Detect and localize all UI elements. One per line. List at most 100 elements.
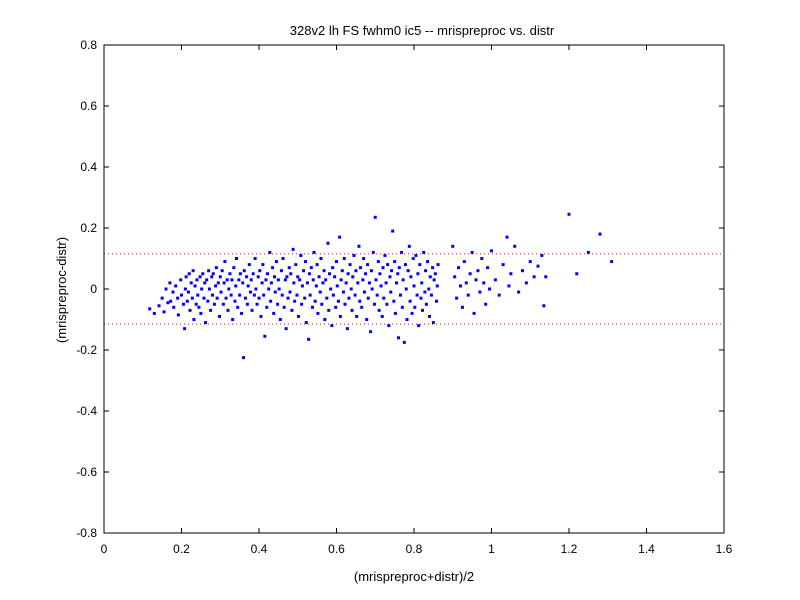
data-point	[379, 284, 383, 288]
data-point	[206, 299, 210, 303]
data-point	[201, 272, 205, 276]
data-point	[288, 290, 292, 294]
data-point	[194, 302, 198, 306]
data-point	[233, 299, 237, 303]
data-point	[480, 257, 484, 260]
data-point	[192, 318, 196, 321]
data-point	[419, 296, 423, 300]
x-axis-title: (mrispreproc+distr)/2	[354, 569, 474, 584]
data-point	[567, 212, 571, 216]
data-point	[299, 253, 303, 257]
data-point	[334, 305, 338, 309]
data-point	[417, 324, 421, 328]
data-point	[357, 244, 361, 248]
data-point	[222, 281, 226, 285]
data-point	[309, 266, 313, 270]
data-point	[542, 304, 546, 308]
data-point	[389, 290, 393, 294]
data-point	[229, 293, 233, 297]
data-point	[242, 269, 246, 273]
data-point	[490, 249, 493, 253]
data-point	[214, 284, 218, 288]
data-point	[203, 281, 207, 285]
data-point	[308, 293, 312, 297]
data-point	[366, 263, 369, 267]
data-point	[412, 284, 416, 288]
data-point	[369, 330, 373, 334]
data-point	[259, 314, 263, 318]
data-point	[375, 293, 379, 297]
data-point	[260, 281, 264, 285]
data-point	[263, 334, 267, 338]
data-point	[428, 314, 431, 318]
data-point	[258, 269, 262, 273]
data-point	[360, 305, 364, 309]
data-point	[386, 263, 390, 267]
y-tick-label: -0.8	[76, 526, 97, 540]
data-point	[392, 299, 396, 303]
data-point	[271, 266, 275, 270]
data-point	[321, 281, 325, 285]
data-point	[333, 275, 337, 279]
data-point	[586, 250, 590, 254]
data-point	[269, 281, 273, 285]
data-point	[466, 293, 470, 297]
data-point	[280, 293, 284, 297]
data-point	[246, 284, 250, 288]
x-tick-label: 1	[488, 542, 495, 556]
data-point	[327, 308, 331, 312]
data-point	[289, 272, 293, 276]
data-point	[331, 293, 335, 297]
data-point	[462, 260, 466, 264]
data-point	[285, 275, 289, 279]
data-point	[373, 215, 377, 219]
data-point	[427, 287, 431, 291]
data-point	[362, 290, 366, 294]
data-point	[253, 257, 257, 260]
data-point	[422, 250, 426, 254]
data-point	[331, 266, 335, 270]
data-point	[210, 275, 214, 279]
data-point	[391, 229, 395, 233]
data-point	[298, 278, 302, 282]
data-point	[284, 327, 288, 331]
data-point	[385, 302, 389, 306]
data-point	[326, 241, 330, 245]
data-point	[251, 272, 255, 276]
data-point	[376, 260, 380, 264]
data-point	[423, 290, 427, 294]
data-point	[474, 278, 478, 282]
data-point	[302, 269, 306, 273]
data-point	[393, 260, 397, 264]
data-point	[343, 302, 347, 306]
data-point	[186, 290, 190, 294]
data-point	[482, 281, 486, 285]
data-point	[390, 269, 394, 273]
x-tick-label: 0.2	[173, 542, 190, 556]
data-point	[207, 287, 211, 291]
data-point	[484, 302, 488, 306]
data-point	[478, 290, 482, 294]
data-point	[370, 287, 374, 291]
data-point	[486, 266, 490, 270]
data-point	[457, 266, 461, 270]
data-point	[282, 305, 286, 309]
data-point	[304, 321, 308, 325]
data-point	[367, 281, 371, 285]
data-point	[262, 293, 266, 297]
data-point	[204, 321, 208, 325]
data-point	[401, 278, 405, 282]
data-point	[237, 278, 241, 282]
data-point	[364, 272, 368, 276]
data-point	[224, 296, 228, 300]
data-point	[451, 244, 455, 248]
data-point	[383, 253, 387, 257]
y-tick-label: 0.4	[80, 160, 97, 174]
data-point	[221, 302, 225, 306]
data-point	[211, 272, 215, 276]
x-axis-ticks: 0 0.2 0.4 0.6 0.8 1 1.2 1.4 1.6	[101, 45, 733, 556]
data-point	[320, 302, 324, 306]
data-point	[212, 302, 216, 306]
data-point	[187, 272, 191, 276]
